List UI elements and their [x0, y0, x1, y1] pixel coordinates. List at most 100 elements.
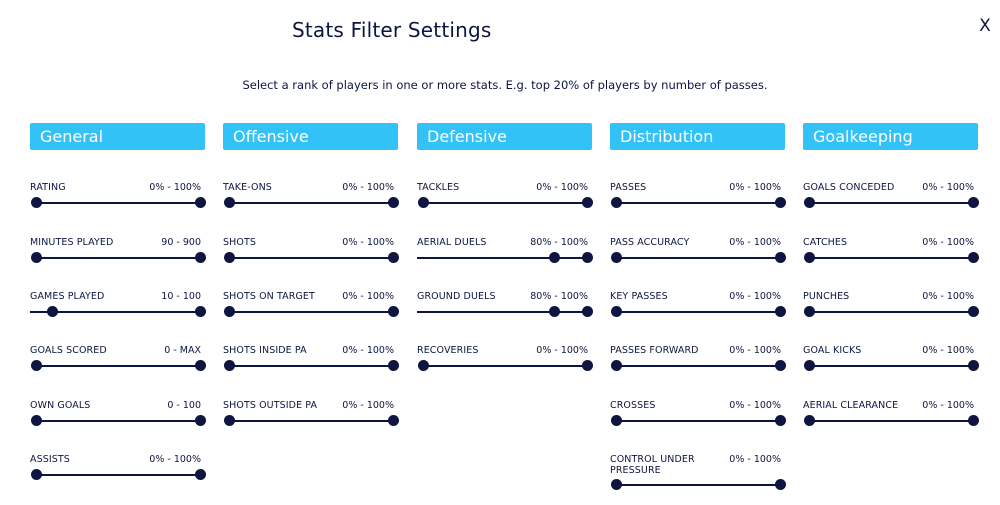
slider-max-thumb[interactable]: [774, 197, 786, 208]
range-slider[interactable]: [610, 305, 786, 319]
slider-max-thumb[interactable]: [194, 252, 206, 263]
slider-max-thumb[interactable]: [581, 306, 593, 317]
range-slider[interactable]: [223, 305, 399, 319]
slider-track[interactable]: [229, 365, 393, 367]
slider-track[interactable]: [616, 257, 780, 259]
slider-min-thumb[interactable]: [46, 306, 58, 317]
slider-min-thumb[interactable]: [417, 197, 429, 208]
slider-max-thumb[interactable]: [581, 252, 593, 263]
slider-max-thumb[interactable]: [581, 197, 593, 208]
slider-track[interactable]: [229, 202, 393, 204]
slider-min-thumb[interactable]: [610, 360, 622, 371]
slider-max-thumb[interactable]: [967, 360, 979, 371]
slider-track[interactable]: [417, 311, 587, 313]
range-slider[interactable]: [30, 468, 206, 482]
slider-min-thumb[interactable]: [610, 306, 622, 317]
close-icon[interactable]: X: [979, 16, 991, 36]
slider-min-thumb[interactable]: [223, 360, 235, 371]
slider-max-thumb[interactable]: [387, 306, 399, 317]
slider-min-thumb[interactable]: [223, 306, 235, 317]
slider-max-thumb[interactable]: [967, 306, 979, 317]
slider-max-thumb[interactable]: [194, 469, 206, 480]
range-slider[interactable]: [30, 305, 206, 319]
slider-max-thumb[interactable]: [387, 252, 399, 263]
range-slider[interactable]: [417, 359, 593, 373]
slider-min-thumb[interactable]: [223, 415, 235, 426]
slider-max-thumb[interactable]: [387, 415, 399, 426]
slider-min-thumb[interactable]: [223, 197, 235, 208]
slider-min-thumb[interactable]: [610, 415, 622, 426]
slider-min-thumb[interactable]: [30, 252, 42, 263]
slider-min-thumb[interactable]: [30, 197, 42, 208]
slider-track[interactable]: [616, 311, 780, 313]
slider-min-thumb[interactable]: [803, 360, 815, 371]
range-slider[interactable]: [803, 196, 979, 210]
slider-track[interactable]: [229, 311, 393, 313]
range-slider[interactable]: [30, 414, 206, 428]
slider-track[interactable]: [616, 420, 780, 422]
slider-track[interactable]: [616, 202, 780, 204]
slider-track[interactable]: [36, 257, 200, 259]
slider-max-thumb[interactable]: [967, 252, 979, 263]
slider-max-thumb[interactable]: [774, 306, 786, 317]
slider-max-thumb[interactable]: [194, 360, 206, 371]
range-slider[interactable]: [610, 478, 786, 492]
slider-track[interactable]: [36, 474, 200, 476]
slider-min-thumb[interactable]: [30, 469, 42, 480]
range-slider[interactable]: [610, 196, 786, 210]
slider-min-thumb[interactable]: [610, 252, 622, 263]
slider-max-thumb[interactable]: [774, 415, 786, 426]
slider-max-thumb[interactable]: [194, 415, 206, 426]
slider-max-thumb[interactable]: [194, 306, 206, 317]
slider-track[interactable]: [809, 420, 973, 422]
slider-max-thumb[interactable]: [194, 197, 206, 208]
slider-max-thumb[interactable]: [774, 360, 786, 371]
range-slider[interactable]: [803, 305, 979, 319]
range-slider[interactable]: [803, 414, 979, 428]
range-slider[interactable]: [30, 359, 206, 373]
range-slider[interactable]: [223, 359, 399, 373]
range-slider[interactable]: [417, 305, 593, 319]
slider-min-thumb[interactable]: [417, 360, 429, 371]
slider-max-thumb[interactable]: [581, 360, 593, 371]
slider-min-thumb[interactable]: [30, 415, 42, 426]
slider-min-thumb[interactable]: [803, 415, 815, 426]
slider-track[interactable]: [36, 420, 200, 422]
slider-min-thumb[interactable]: [803, 197, 815, 208]
slider-min-thumb[interactable]: [803, 252, 815, 263]
slider-track[interactable]: [616, 484, 780, 486]
range-slider[interactable]: [610, 359, 786, 373]
range-slider[interactable]: [30, 251, 206, 265]
range-slider[interactable]: [223, 251, 399, 265]
slider-max-thumb[interactable]: [774, 479, 786, 490]
slider-track[interactable]: [423, 202, 587, 204]
range-slider[interactable]: [610, 414, 786, 428]
slider-min-thumb[interactable]: [610, 479, 622, 490]
range-slider[interactable]: [610, 251, 786, 265]
slider-max-thumb[interactable]: [967, 415, 979, 426]
slider-min-thumb[interactable]: [548, 306, 560, 317]
slider-max-thumb[interactable]: [967, 197, 979, 208]
slider-max-thumb[interactable]: [387, 360, 399, 371]
slider-track[interactable]: [229, 420, 393, 422]
range-slider[interactable]: [223, 414, 399, 428]
slider-track[interactable]: [616, 365, 780, 367]
slider-min-thumb[interactable]: [30, 360, 42, 371]
slider-min-thumb[interactable]: [803, 306, 815, 317]
slider-min-thumb[interactable]: [223, 252, 235, 263]
slider-min-thumb[interactable]: [548, 252, 560, 263]
slider-track[interactable]: [417, 257, 587, 259]
range-slider[interactable]: [417, 251, 593, 265]
slider-track[interactable]: [809, 202, 973, 204]
slider-track[interactable]: [809, 365, 973, 367]
slider-track[interactable]: [36, 365, 200, 367]
range-slider[interactable]: [417, 196, 593, 210]
range-slider[interactable]: [803, 359, 979, 373]
slider-min-thumb[interactable]: [610, 197, 622, 208]
range-slider[interactable]: [223, 196, 399, 210]
slider-max-thumb[interactable]: [774, 252, 786, 263]
slider-track[interactable]: [36, 202, 200, 204]
slider-track[interactable]: [423, 365, 587, 367]
slider-track[interactable]: [30, 311, 200, 313]
range-slider[interactable]: [30, 196, 206, 210]
